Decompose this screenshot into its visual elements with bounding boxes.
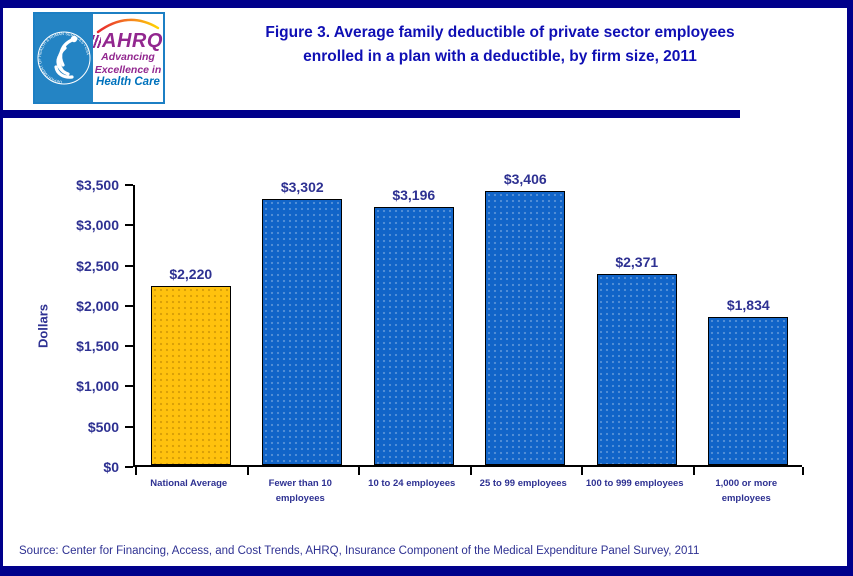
ahrq-arc-icon (96, 18, 160, 34)
ahrq-abbrev: AHRQ (102, 30, 163, 52)
category-label-0: National Average (150, 478, 228, 489)
source-note: Source: Center for Financing, Access, an… (19, 545, 700, 557)
logo-tagline-1: Advancing (101, 51, 155, 63)
y-tick-mark (125, 264, 133, 267)
bar-value-label-4: $2,371 (615, 254, 659, 270)
plot-area: $0 $500 $1,000 $1,500 $2,000 $2,500 $3,000 $3,5… (76, 171, 804, 475)
bar-5 (708, 317, 789, 465)
logo-tagline-3: Health Care (96, 76, 160, 89)
y-tick-mark (125, 184, 133, 186)
category-label-2: 10 to 24 employees (368, 478, 456, 489)
x-axis-labels: National Average Fewer than 10 employees 1… (133, 476, 802, 516)
category-label-1: Fewer than 10 employees (268, 478, 332, 504)
ahrq-hhs-logo: DEPARTMENT OF HEALTH & HUMAN SERVICES • … (33, 12, 165, 104)
category-label-5: 1,000 or more employees (715, 478, 778, 504)
y-tick-label: $3,500 (76, 177, 119, 193)
y-tick-label: $3,000 (76, 217, 119, 234)
ahrq-wordmark: AHRQ (93, 31, 163, 51)
y-tick-label: $500 (87, 418, 119, 435)
x-tick-mark (692, 467, 695, 475)
header-divider (3, 110, 740, 118)
y-tick-mark (125, 466, 133, 468)
y-tick-mark (125, 345, 133, 348)
figure-title-line-2: enrolled in a plan with a deductible, by… (303, 48, 697, 65)
y-tick-label: $1,500 (76, 338, 119, 355)
y-tick-mark (125, 304, 133, 307)
y-tick-mark (125, 224, 133, 227)
bar-4 (596, 274, 677, 465)
figure-title-line-1: Figure 3. Average family deductible of p… (265, 24, 735, 41)
bar-value-label-0: $2,220 (169, 266, 213, 282)
category-label-3: 25 to 99 employees (479, 478, 567, 489)
x-tick-mark (469, 467, 472, 475)
x-tick-mark (358, 467, 360, 475)
ahrq-logo-text: AHRQ Advancing Excellence in Health Care (93, 14, 163, 102)
bar-value-label-3: $3,406 (503, 171, 547, 187)
figure-title: Figure 3. Average family deductible of p… (178, 21, 822, 69)
ahrq-stripes-icon (93, 34, 102, 48)
hhs-seal: DEPARTMENT OF HEALTH & HUMAN SERVICES • … (35, 14, 93, 102)
x-tick-mark (581, 467, 583, 475)
logo-tagline-2: Excellence in (94, 63, 162, 76)
bar-value-label-2: $3,196 (392, 187, 436, 203)
bar-2 (373, 207, 454, 465)
bar-value-label-5: $1,834 (726, 297, 770, 313)
y-tick-mark (125, 425, 133, 428)
bar-0 (150, 286, 231, 465)
bar-3 (485, 191, 566, 465)
y-tick-label: $0 (103, 459, 119, 475)
y-tick-label: $1,000 (76, 378, 119, 395)
x-tick-mark (802, 467, 804, 475)
x-tick-mark (135, 467, 137, 475)
y-tick-mark (125, 385, 133, 388)
hhs-eagle-icon: DEPARTMENT OF HEALTH & HUMAN SERVICES • … (37, 31, 91, 85)
bar-value-label-1: $3,302 (280, 179, 324, 195)
category-label-4: 100 to 999 employees (585, 478, 684, 489)
x-tick-mark (246, 467, 249, 475)
y-tick-label: $2,500 (76, 257, 119, 274)
bar-1 (262, 199, 343, 465)
y-tick-label: $2,000 (76, 297, 119, 314)
